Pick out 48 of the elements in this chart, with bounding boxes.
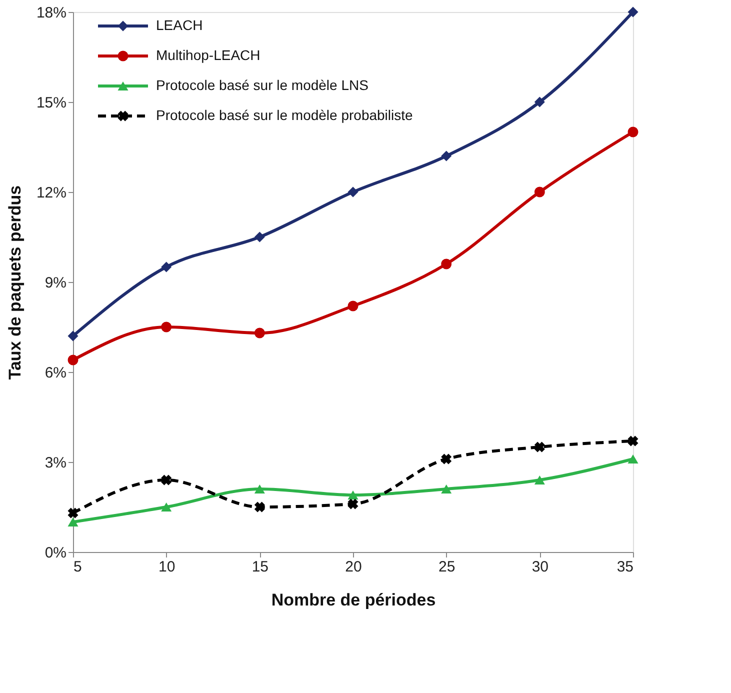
y-tick-label: 18%	[36, 4, 66, 22]
legend-label: Protocole basé sur le modèle LNS	[156, 77, 368, 93]
y-tick-label: 6%	[44, 364, 66, 382]
y-tick-label: 0%	[44, 544, 66, 562]
point	[161, 322, 172, 332]
point	[254, 484, 265, 494]
point	[161, 474, 172, 486]
x-tick-label: 20	[345, 558, 362, 576]
point	[68, 517, 78, 527]
point	[68, 330, 78, 342]
legend-label: Protocole basé sur le modèle probabiliste	[156, 107, 414, 123]
point	[254, 502, 265, 512]
point	[534, 475, 545, 485]
point	[628, 6, 638, 18]
point	[628, 436, 638, 446]
x-tick-label: 25	[438, 558, 456, 576]
point	[254, 232, 265, 242]
y-tick-label: 3%	[44, 454, 66, 472]
y-axis-title: Taux de paquets perdus	[5, 185, 24, 380]
point	[441, 484, 452, 494]
x-tick-label: 5	[74, 558, 82, 576]
y-tick-label: 15%	[36, 94, 66, 112]
legend-label: Multihop-LEACH	[156, 47, 260, 63]
point	[441, 258, 452, 270]
y-tick-label: 12%	[36, 184, 66, 202]
point	[68, 508, 78, 518]
y-tick-label: 9%	[44, 274, 66, 292]
point	[254, 328, 265, 338]
point	[348, 186, 358, 198]
point	[534, 442, 545, 452]
x-tick-label: 30	[532, 558, 549, 576]
x-tick-label: 15	[252, 558, 269, 576]
point	[161, 502, 172, 512]
point	[628, 454, 638, 464]
x-tick-label: 35	[616, 558, 634, 576]
x-tick-label: 10	[158, 558, 176, 576]
point	[441, 150, 452, 162]
point	[348, 300, 358, 312]
point	[161, 262, 172, 272]
point	[534, 186, 545, 198]
point	[348, 490, 358, 500]
point	[628, 126, 638, 138]
point	[68, 354, 78, 366]
point	[348, 498, 358, 510]
point	[441, 454, 452, 464]
point	[534, 96, 545, 108]
legend-label: LEACH	[156, 17, 203, 33]
x-axis-title: Nombre de périodes	[271, 590, 436, 610]
